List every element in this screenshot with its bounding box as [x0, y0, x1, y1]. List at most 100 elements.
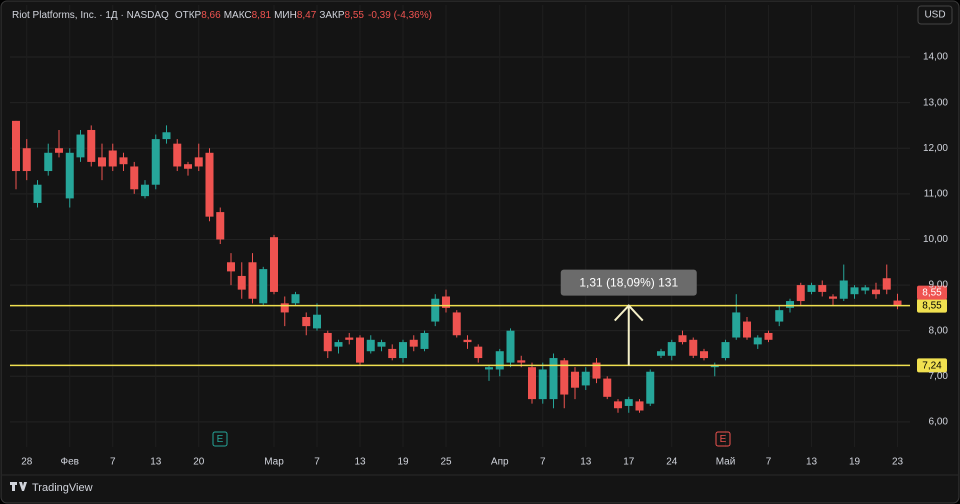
candle-body: [216, 212, 225, 240]
overlays: 8,55 7,24 8,55 1,31 (18,09%) 131: [10, 269, 947, 373]
candle-body: [818, 285, 827, 292]
measure-text: 1,31 (18,09%) 131: [579, 275, 678, 289]
candle-body: [345, 337, 354, 340]
candle-body: [538, 369, 547, 400]
candle-body: [98, 157, 106, 167]
candle-body: [839, 280, 848, 299]
exchange: NASDAQ: [127, 10, 169, 21]
candle-body: [205, 152, 214, 217]
candle-body: [151, 139, 160, 185]
x-tick-label: 23: [892, 457, 904, 468]
candle-body: [323, 332, 332, 352]
candle-body: [807, 285, 816, 292]
candle-body: [850, 287, 859, 295]
y-tick-label: 6,00: [929, 417, 949, 428]
x-tick-label: 13: [806, 457, 818, 468]
candle-body: [399, 342, 407, 359]
candle-body: [614, 401, 622, 409]
earnings-label[interactable]: E: [720, 434, 727, 445]
candle-body: [732, 312, 741, 338]
earnings-marker[interactable]: [715, 431, 731, 447]
price-label: 8,55: [922, 301, 942, 312]
stat-label: МАКС: [224, 10, 252, 21]
candle-body: [528, 367, 536, 400]
y-tick-label: 13,00: [923, 97, 948, 108]
x-tick-label: 13: [150, 457, 162, 468]
candle-body: [829, 296, 837, 299]
candle-body: [786, 301, 794, 308]
candle-body: [87, 129, 96, 162]
price-label-box: [917, 298, 947, 313]
candle-body: [581, 371, 590, 386]
candle-body: [184, 164, 192, 169]
x-tick-label: 13: [354, 457, 366, 468]
price-label-box: [917, 358, 947, 373]
y-tick-label: 11,00: [924, 188, 949, 199]
x-tick-label: 7: [110, 457, 116, 468]
candle-body: [872, 289, 880, 295]
y-tick-label: 9,00: [929, 280, 949, 291]
candle-body: [76, 134, 85, 158]
stat-label: ЗАКР: [319, 10, 345, 21]
candle-body: [882, 278, 891, 290]
candle-body: [603, 378, 612, 397]
last-price-label: 8,55: [922, 288, 942, 299]
candle-body: [667, 342, 676, 356]
candle-body: [33, 184, 42, 203]
y-tick-label: 10,00: [923, 234, 948, 245]
candle-body: [302, 317, 311, 327]
candle-body: [560, 360, 569, 395]
candle-body: [313, 314, 321, 329]
candle-body: [280, 303, 289, 313]
grid: [10, 5, 910, 447]
earnings-marker[interactable]: [212, 431, 228, 447]
candle-body: [861, 287, 870, 291]
candle-body: [635, 401, 644, 411]
x-tick-label: 20: [193, 457, 205, 468]
last-price-box: [917, 285, 947, 300]
x-tick-label: 7: [540, 457, 546, 468]
currency-button[interactable]: [917, 5, 953, 25]
candle-body: [194, 157, 203, 167]
y-tick-label: 8,00: [929, 325, 949, 336]
candle-body: [506, 330, 515, 363]
measure-box: [560, 269, 697, 296]
price-label: 7,24: [922, 360, 942, 371]
candle-body: [743, 321, 751, 338]
candle-body: [409, 339, 418, 347]
change: -0,39 (-4,36%): [368, 10, 432, 21]
logo: [10, 482, 27, 491]
candle-body: [549, 358, 558, 400]
candle-body: [678, 335, 687, 343]
stat-value: 8,66: [201, 10, 221, 21]
x-tick-label: Апр: [491, 457, 509, 468]
y-tick-label: 14,00: [923, 52, 948, 63]
candle-body: [721, 342, 730, 359]
x-tick-label: 7: [314, 457, 320, 468]
candle-body: [753, 337, 762, 345]
brand: TradingView: [32, 482, 93, 494]
stat-value: 8,47: [297, 10, 317, 21]
header: Riot Platforms, Inc. · 1Д · NASDAQ ОТКР8,…: [12, 10, 432, 21]
currency[interactable]: USD: [924, 10, 945, 21]
candle-body: [356, 337, 364, 363]
candle-body: [388, 348, 397, 359]
x-tick-label: Мар: [264, 457, 284, 468]
candle-body: [141, 184, 149, 197]
candle-body: [657, 351, 665, 356]
x-tick-label: 25: [440, 457, 452, 468]
candle-body: [55, 148, 63, 153]
candle-body: [646, 371, 655, 404]
candle-body: [22, 148, 31, 172]
interval: 1Д: [105, 10, 118, 21]
candle-body: [893, 300, 902, 306]
candles: [12, 120, 902, 413]
candle-body: [689, 339, 698, 356]
candle-body: [624, 399, 633, 406]
x-tick-label: Май: [716, 457, 736, 468]
candle-body: [291, 294, 300, 304]
x-tick-label: 17: [623, 457, 635, 468]
earnings-label[interactable]: E: [217, 434, 224, 445]
candle-body: [227, 262, 235, 272]
